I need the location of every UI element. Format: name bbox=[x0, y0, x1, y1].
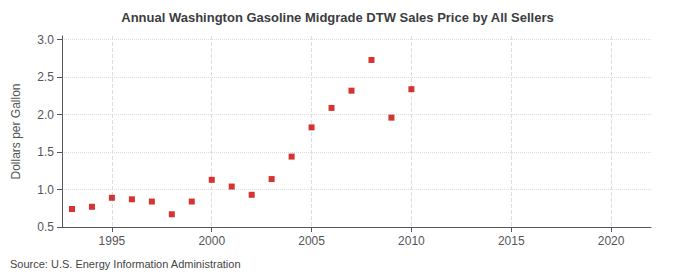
svg-text:3.0: 3.0 bbox=[37, 33, 54, 47]
svg-text:Annual Washington Gasoline Mid: Annual Washington Gasoline Midgrade DTW … bbox=[121, 10, 553, 25]
svg-text:2015: 2015 bbox=[498, 234, 525, 248]
svg-text:1.5: 1.5 bbox=[37, 145, 54, 159]
svg-text:2005: 2005 bbox=[298, 234, 325, 248]
svg-text:0.5: 0.5 bbox=[37, 220, 54, 234]
svg-text:Source: U.S. Energy Informatio: Source: U.S. Energy Information Administ… bbox=[10, 258, 241, 270]
svg-text:2000: 2000 bbox=[198, 234, 225, 248]
svg-text:1.0: 1.0 bbox=[37, 183, 54, 197]
svg-text:1995: 1995 bbox=[99, 234, 126, 248]
svg-text:Dollars per Gallon: Dollars per Gallon bbox=[9, 83, 23, 179]
svg-text:2010: 2010 bbox=[398, 234, 425, 248]
svg-text:2.5: 2.5 bbox=[37, 70, 54, 84]
svg-text:2020: 2020 bbox=[598, 234, 625, 248]
svg-text:2.0: 2.0 bbox=[37, 108, 54, 122]
